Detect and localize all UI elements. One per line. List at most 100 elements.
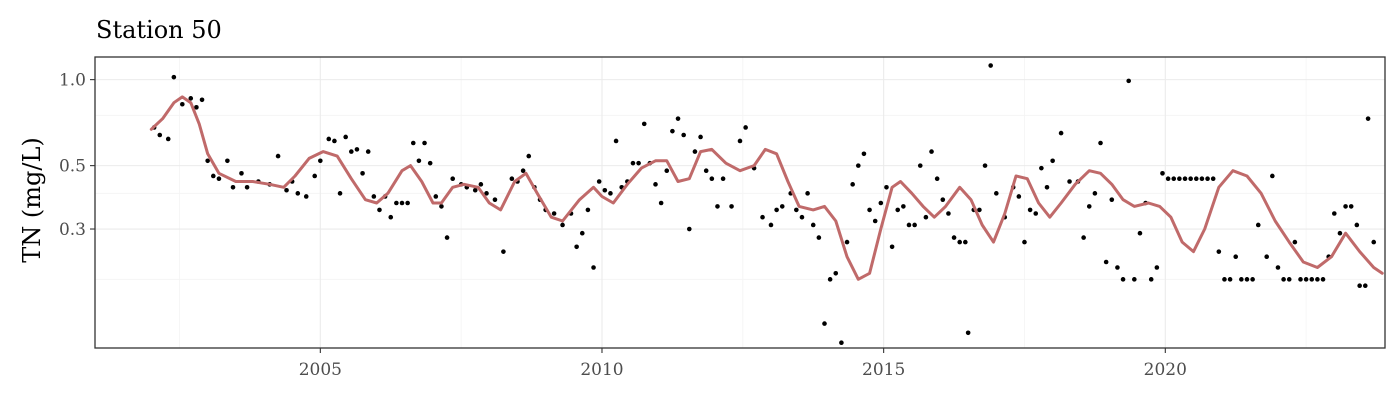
data-point-97 bbox=[774, 207, 779, 213]
data-point-103 bbox=[810, 222, 816, 228]
data-point-191 bbox=[1320, 277, 1326, 282]
data-point-193 bbox=[1332, 211, 1337, 216]
data-point-142 bbox=[1033, 211, 1039, 216]
data-point-3 bbox=[171, 74, 177, 80]
data-point-80 bbox=[664, 168, 670, 173]
data-point-146 bbox=[1058, 130, 1064, 136]
data-point-187 bbox=[1298, 277, 1303, 282]
data-point-20 bbox=[295, 191, 301, 196]
data-point-67 bbox=[591, 265, 596, 270]
data-point-118 bbox=[895, 207, 901, 213]
data-point-2 bbox=[165, 136, 171, 142]
data-point-40 bbox=[416, 158, 422, 164]
data-point-112 bbox=[861, 151, 867, 157]
data-point-37 bbox=[399, 200, 405, 206]
data-point-1 bbox=[157, 132, 163, 138]
data-point-89 bbox=[715, 204, 720, 209]
data-point-30 bbox=[360, 171, 365, 176]
data-point-166 bbox=[1177, 176, 1182, 182]
data-point-143 bbox=[1039, 165, 1044, 171]
data-point-100 bbox=[794, 207, 799, 213]
data-point-84 bbox=[687, 226, 692, 232]
data-point-36 bbox=[394, 200, 399, 206]
data-point-53 bbox=[501, 249, 506, 254]
data-point-154 bbox=[1109, 197, 1115, 202]
data-point-133 bbox=[977, 207, 982, 213]
data-point-152 bbox=[1098, 140, 1103, 146]
data-point-135 bbox=[988, 63, 993, 68]
data-point-49 bbox=[472, 187, 478, 193]
data-point-26 bbox=[337, 191, 343, 196]
data-point-88 bbox=[709, 176, 715, 182]
data-point-155 bbox=[1115, 265, 1120, 270]
data-point-61 bbox=[551, 211, 557, 216]
data-point-121 bbox=[912, 222, 917, 228]
data-point-27 bbox=[343, 134, 348, 140]
data-point-52 bbox=[492, 197, 498, 202]
data-point-29 bbox=[354, 147, 360, 152]
data-point-17 bbox=[275, 153, 281, 159]
data-point-41 bbox=[422, 140, 427, 146]
data-point-128 bbox=[951, 235, 957, 240]
data-point-169 bbox=[1193, 176, 1199, 182]
data-point-39 bbox=[410, 140, 416, 146]
data-point-81 bbox=[670, 128, 675, 134]
data-point-102 bbox=[805, 191, 810, 196]
data-point-69 bbox=[602, 187, 608, 193]
data-point-110 bbox=[850, 182, 855, 187]
data-point-172 bbox=[1210, 176, 1216, 182]
data-point-6 bbox=[194, 105, 199, 110]
data-point-70 bbox=[608, 191, 613, 196]
data-point-186 bbox=[1292, 239, 1298, 245]
data-point-64 bbox=[574, 244, 579, 250]
data-point-136 bbox=[994, 191, 999, 196]
data-point-10 bbox=[216, 176, 222, 182]
x-tick-label-1: 2010 bbox=[580, 360, 623, 380]
data-point-25 bbox=[332, 138, 337, 144]
data-point-164 bbox=[1165, 176, 1171, 182]
data-point-82 bbox=[675, 116, 681, 121]
data-point-85 bbox=[692, 149, 698, 154]
data-point-125 bbox=[934, 176, 940, 182]
data-point-159 bbox=[1137, 230, 1143, 236]
data-point-38 bbox=[405, 200, 410, 206]
data-point-182 bbox=[1270, 173, 1275, 179]
data-point-199 bbox=[1362, 283, 1368, 288]
data-point-147 bbox=[1067, 179, 1072, 184]
data-point-140 bbox=[1022, 239, 1027, 245]
data-point-32 bbox=[371, 194, 377, 199]
data-point-24 bbox=[326, 136, 332, 142]
data-point-131 bbox=[965, 330, 971, 336]
smooth-curve bbox=[149, 95, 1384, 281]
y-axis-label: TN (mg/L) bbox=[18, 137, 46, 263]
data-point-184 bbox=[1281, 277, 1286, 282]
data-point-33 bbox=[377, 207, 382, 213]
data-point-62 bbox=[560, 222, 565, 228]
data-point-111 bbox=[855, 163, 861, 168]
data-point-56 bbox=[520, 168, 526, 173]
data-point-197 bbox=[1354, 222, 1360, 228]
data-point-178 bbox=[1244, 277, 1250, 282]
data-points bbox=[151, 63, 1377, 346]
data-point-35 bbox=[388, 214, 394, 220]
data-point-149 bbox=[1081, 235, 1086, 240]
data-point-175 bbox=[1227, 277, 1233, 282]
data-point-167 bbox=[1182, 176, 1188, 182]
data-point-179 bbox=[1250, 277, 1255, 282]
data-point-181 bbox=[1264, 254, 1270, 260]
data-point-127 bbox=[946, 211, 951, 216]
data-point-109 bbox=[844, 239, 850, 245]
data-point-12 bbox=[230, 184, 236, 190]
data-point-5 bbox=[188, 96, 194, 101]
data-point-78 bbox=[653, 182, 658, 187]
data-point-18 bbox=[284, 187, 289, 193]
data-point-176 bbox=[1233, 254, 1239, 260]
data-point-200 bbox=[1365, 116, 1371, 121]
data-point-170 bbox=[1199, 176, 1205, 182]
data-point-50 bbox=[478, 182, 484, 187]
data-point-151 bbox=[1092, 191, 1098, 196]
data-point-101 bbox=[799, 214, 805, 220]
data-point-201 bbox=[1371, 239, 1377, 245]
data-point-14 bbox=[244, 184, 250, 190]
